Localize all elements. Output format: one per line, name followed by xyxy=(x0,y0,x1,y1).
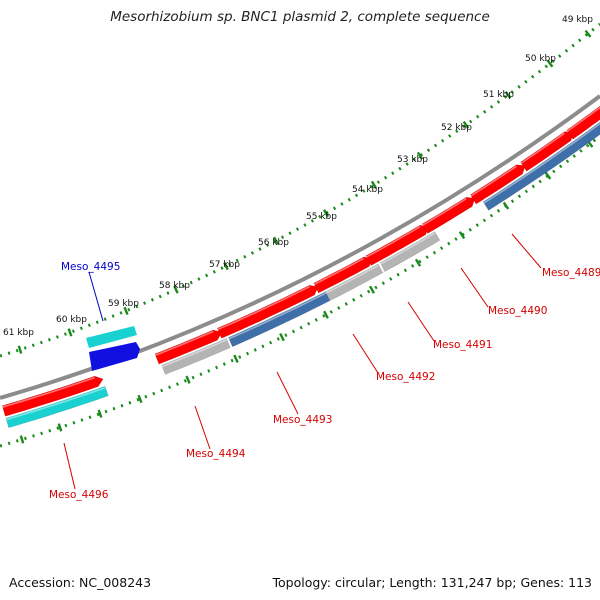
map-title: Mesorhizobium sp. BNC1 plasmid 2, comple… xyxy=(110,9,490,25)
forward-gene-highlight xyxy=(313,257,365,286)
cog-feature-highlight xyxy=(161,339,227,368)
cog-feature[interactable] xyxy=(86,326,137,348)
ruler-label: 52 kbp xyxy=(441,123,472,133)
forward-gene-highlight xyxy=(520,132,566,165)
forward-gene-highlight xyxy=(154,330,214,357)
forward-gene[interactable] xyxy=(421,196,476,234)
label-leader-line xyxy=(276,371,299,415)
ruler-tick xyxy=(17,345,23,354)
forward-gene-highlight xyxy=(216,285,310,331)
cog-feature[interactable] xyxy=(5,385,109,429)
cog-feature[interactable] xyxy=(379,231,441,273)
ruler-tick xyxy=(504,91,512,99)
forward-gene-highlight xyxy=(1,376,95,408)
forward-gene-highlight xyxy=(566,106,600,133)
ruler-tick xyxy=(323,310,329,319)
ruler-tick xyxy=(546,59,554,68)
ruler-tick xyxy=(185,375,191,384)
gene-label[interactable]: Meso_4491 xyxy=(433,339,492,351)
ruler-label: 59 kbp xyxy=(108,299,139,309)
forward-gene[interactable] xyxy=(154,329,223,365)
cog-features xyxy=(5,113,600,429)
ruler-tick xyxy=(279,332,285,342)
ruler-tick xyxy=(137,394,143,404)
ruler-tick xyxy=(97,409,103,418)
forward-gene[interactable] xyxy=(1,375,104,417)
ruler-label: 55 kbp xyxy=(306,212,337,222)
ruler-tick xyxy=(458,231,466,240)
ruler-tick xyxy=(233,354,239,363)
label-leader-line xyxy=(352,333,379,374)
ruler-tick xyxy=(123,306,129,316)
ruler-tick xyxy=(67,328,73,337)
label-leader-line xyxy=(194,405,211,450)
label-leader-line xyxy=(63,442,76,490)
topology-summary: Topology: circular; Length: 131,247 bp; … xyxy=(272,575,593,590)
ruler-tick xyxy=(416,151,424,160)
ruler-label: 58 kbp xyxy=(159,281,190,291)
ruler-tick xyxy=(57,423,63,432)
cog-feature[interactable] xyxy=(325,263,384,302)
ruler-tick xyxy=(584,29,592,38)
reverse-gene[interactable] xyxy=(89,342,140,371)
label-leader-line xyxy=(407,301,435,342)
ruler-tick xyxy=(322,209,330,218)
gene-label[interactable]: Meso_4493 xyxy=(273,414,332,426)
cog-feature[interactable] xyxy=(482,113,600,211)
ruler-label: 50 kbp xyxy=(525,54,556,64)
gene-features xyxy=(1,102,600,417)
backbone-arc xyxy=(0,94,600,400)
ruler-label: 49 kbp xyxy=(562,15,593,25)
cog-feature-highlight xyxy=(482,122,600,205)
cog-feature-highlight xyxy=(325,264,379,294)
label-leader-line xyxy=(511,233,542,269)
gene-label[interactable]: Meso_4494 xyxy=(186,448,246,460)
ruler-tick xyxy=(502,201,510,210)
cog-feature-highlight xyxy=(5,387,106,421)
accession-text: Accession: NC_008243 xyxy=(9,575,152,590)
forward-gene-highlight xyxy=(469,165,517,197)
label-leader-line xyxy=(460,267,489,308)
cog-feature-highlight xyxy=(228,292,326,340)
ruler-tick xyxy=(223,261,229,271)
gene-label[interactable]: Meso_4489 xyxy=(542,267,600,279)
ruler-label: 51 kbp xyxy=(483,90,514,100)
forward-gene-highlight xyxy=(365,226,421,259)
forward-gene[interactable] xyxy=(216,284,319,339)
ruler-ticks xyxy=(17,29,594,444)
ruler-tick xyxy=(370,180,378,189)
ruler-label: 60 kbp xyxy=(56,315,87,325)
gene-label[interactable]: Meso_4492 xyxy=(376,371,435,383)
forward-gene[interactable] xyxy=(566,102,600,140)
ruler-tick xyxy=(414,258,422,267)
ruler-label: 54 kbp xyxy=(352,185,383,195)
ruler-label: 57 kbp xyxy=(209,260,240,270)
ruler-tick xyxy=(273,236,279,245)
ruler-label: 53 kbp xyxy=(397,155,428,165)
ruler-label: 61 kbp xyxy=(3,328,34,338)
ruler-tick xyxy=(544,171,552,180)
forward-gene[interactable] xyxy=(469,164,526,205)
ruler-label: 56 kbp xyxy=(258,238,289,248)
forward-gene-highlight xyxy=(421,198,467,227)
outer-ruler-arc xyxy=(0,22,600,358)
cog-feature-highlight xyxy=(379,232,436,266)
cog-feature[interactable] xyxy=(161,338,231,375)
ruler-tick xyxy=(19,435,25,444)
ruler-tick xyxy=(462,120,470,129)
ruler-tick xyxy=(368,285,376,294)
label-leader-lines xyxy=(63,233,542,490)
gene-label[interactable]: Meso_4495 xyxy=(61,261,120,273)
label-leader-line xyxy=(88,271,104,322)
gene-label[interactable]: Meso_4490 xyxy=(488,305,547,317)
gene-label[interactable]: Meso_4496 xyxy=(49,489,109,501)
ruler-tick xyxy=(173,285,179,294)
